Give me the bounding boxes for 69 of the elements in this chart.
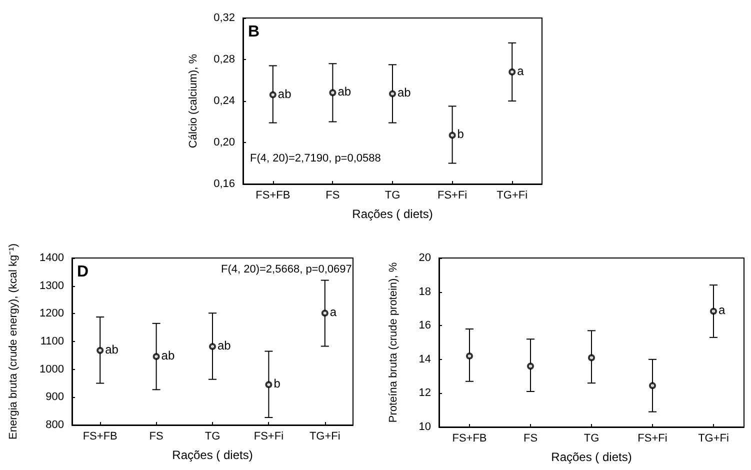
point	[321, 310, 328, 317]
y-tick-label: 800	[46, 419, 64, 431]
x-axis-title: Rações ( diets)	[172, 448, 253, 462]
annotation: ab	[161, 348, 175, 363]
x-tick-label: FS+Fi	[638, 432, 668, 444]
annotation: ab	[338, 84, 352, 99]
annotation: b	[457, 127, 464, 142]
y-tick-label: 18	[418, 286, 431, 298]
chart-title: B	[248, 24, 260, 40]
point	[448, 132, 456, 139]
y-tick-label: 10	[418, 421, 431, 433]
x-tick-label: FS+FB	[452, 432, 487, 444]
y-tick-label: 1400	[40, 252, 64, 264]
y-tick-label: 0,28	[214, 54, 235, 66]
point	[508, 68, 516, 76]
point	[466, 352, 473, 360]
annotation: a	[718, 303, 726, 318]
point	[152, 353, 160, 360]
y-tick-label: 0,20	[214, 136, 235, 148]
annotation: a	[330, 305, 337, 320]
annotation: ab	[398, 86, 412, 100]
point	[209, 343, 216, 350]
point	[710, 308, 717, 315]
y-tick-label: 0,24	[214, 95, 235, 107]
x-tick-label: FS+FB	[256, 190, 290, 202]
y-tick-label: 1000	[40, 363, 64, 376]
x-tick-label: FS	[149, 430, 164, 442]
x-axis-title: Rações ( diets)	[352, 207, 433, 221]
annotation: ab	[218, 338, 232, 353]
y-tick-label: 12	[418, 387, 431, 400]
point	[269, 91, 276, 98]
x-tick-label: FS	[523, 432, 538, 444]
annotation: F(4, 20)=2,5668, p=0,0697	[221, 264, 352, 276]
y-tick-label: 16	[418, 320, 431, 332]
chart-title: D	[77, 264, 89, 280]
x-tick-label: TG	[384, 190, 400, 202]
x-axis-title: Rações ( diets)	[551, 450, 632, 464]
y-tick-label: 14	[418, 353, 431, 366]
x-tick-label: TG	[584, 432, 600, 444]
annotation: F(4, 20)=2,7190, p=0,0588	[250, 152, 381, 164]
point	[329, 89, 336, 96]
x-tick-label: TG+Fi	[698, 432, 729, 444]
point	[649, 382, 656, 390]
annotation: ab	[278, 86, 292, 101]
y-tick-label: 1100	[40, 336, 64, 348]
point	[588, 354, 595, 362]
y-tick-label: 20	[418, 252, 431, 264]
point	[96, 346, 104, 354]
y-tick-label: 1200	[40, 308, 64, 320]
x-tick-label: TG+Fi	[496, 190, 528, 202]
y-tick-label: 1300	[40, 280, 64, 292]
y-axis-title: Cálcio (calcium), %	[188, 54, 200, 148]
x-tick-label: FS+FB	[82, 430, 118, 442]
y-tick-label: 0,16	[214, 178, 235, 190]
y-axis-title: Proteína bruta (crude protein), %	[388, 262, 400, 423]
y-axis-title: Energia bruta (crude energy), (kcal kg⁻¹)	[8, 244, 20, 440]
x-tick-label: FS+Fi	[437, 190, 468, 202]
x-tick-label: FS+Fi	[254, 430, 284, 442]
point	[265, 381, 272, 388]
annotation: b	[274, 376, 281, 391]
y-tick-label: 900	[46, 391, 64, 404]
annotation: ab	[105, 342, 119, 356]
x-tick-label: TG	[204, 430, 220, 442]
point	[527, 362, 534, 370]
point	[389, 90, 396, 98]
x-tick-label: FS	[326, 190, 340, 202]
x-tick-label: TG+Fi	[309, 430, 340, 442]
annotation: a	[517, 64, 524, 78]
y-tick-label: 0,32	[214, 12, 235, 24]
